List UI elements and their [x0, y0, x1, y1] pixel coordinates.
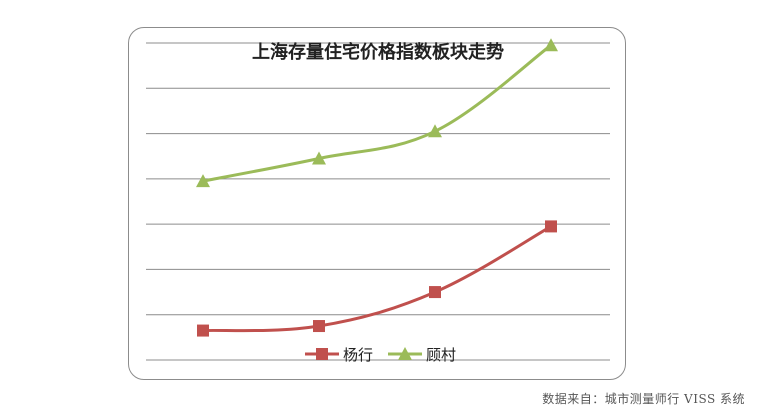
legend-marker-gucun — [398, 347, 412, 360]
source-note: 数据来自：城市测量师行 VISS 系统 — [542, 392, 745, 406]
chart-frame — [128, 27, 626, 380]
data-point-yanghang — [197, 324, 209, 337]
series-line-gucun — [202, 44, 552, 183]
chart-title: 上海存量住宅价格指数板块走势 — [252, 41, 504, 63]
data-point-gucun — [196, 174, 210, 188]
line-chart: 上海存量住宅价格指数板块走势 杨行 顾村 — [146, 38, 610, 364]
legend-label-yanghang: 杨行 — [343, 346, 373, 364]
data-point-yanghang — [545, 220, 557, 233]
data-point-yanghang — [429, 286, 441, 299]
data-point-gucun — [428, 124, 442, 138]
data-point-yanghang — [313, 320, 325, 333]
legend: 杨行 顾村 — [305, 346, 456, 364]
data-point-gucun — [544, 38, 558, 52]
series-line-yanghang — [202, 225, 552, 333]
legend-label-gucun: 顾村 — [426, 346, 456, 364]
legend-marker-yanghang — [316, 348, 328, 360]
data-point-gucun — [312, 151, 326, 165]
